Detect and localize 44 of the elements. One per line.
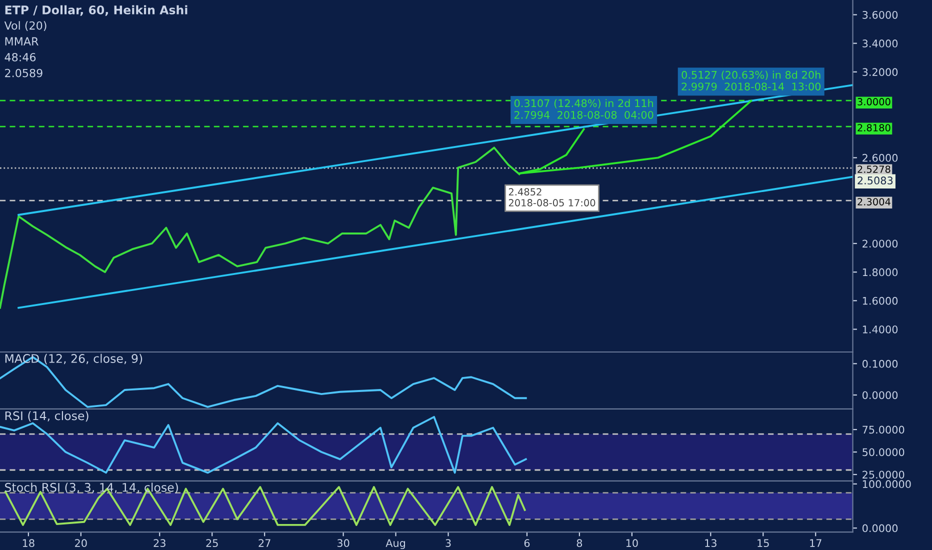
y-tick-label: 25.0000: [862, 470, 904, 479]
y-tick-label: 3.2000: [862, 68, 898, 76]
chart-title: Stoch RSI (3, 3, 14, 14, close): [5, 482, 178, 494]
chart-title: RSI (14, close): [5, 411, 88, 422]
y-tick-label: 0.0000: [862, 391, 898, 400]
annotation: MMAR: [5, 37, 38, 46]
chart-title: ETP / Dollar, 60, Heikin Ashi: [5, 5, 188, 16]
annotation: 48:46: [4, 52, 36, 62]
ref-line-label: 2.5278: [858, 166, 890, 173]
annotation: 2.0589: [5, 68, 42, 78]
y-tick-label: 1.6000: [862, 296, 898, 305]
annotation: 0.3107 (12.48%) in 2d 11h 2.7994 2018-08-08 04:00: [514, 99, 654, 119]
ref-line-label: 3.0000: [858, 98, 890, 106]
x-tick-label: 10: [626, 539, 638, 548]
y-tick-label: 0.0000: [862, 524, 898, 532]
y-tick-label: 1.8000: [862, 268, 898, 276]
x-tick-label: 18: [22, 539, 34, 548]
y-tick-label: 3.6000: [862, 10, 898, 19]
x-tick-label: 20: [75, 539, 87, 548]
ref-line-label: 2.8180: [858, 124, 890, 132]
annotation: Vol (20): [4, 21, 46, 32]
x-tick-label: 27: [258, 539, 270, 547]
y-tick-label: 0.1000: [862, 360, 898, 368]
annotation: 2.5083: [858, 176, 893, 184]
x-tick-label: 6: [524, 539, 530, 548]
y-tick-label: 100.0000: [862, 480, 911, 488]
x-tick-label: 13: [705, 539, 716, 548]
ref-line-label: 2.3004: [858, 198, 890, 206]
y-tick-label: 2.0000: [862, 240, 898, 248]
y-tick-label: 50.0000: [862, 448, 904, 456]
annotation: 2.4852 2018-08-05 17:00: [508, 188, 596, 206]
x-tick-label: 23: [154, 539, 166, 548]
x-tick-label: 15: [758, 539, 769, 548]
annotation: 0.5127 (20.63%) in 8d 20h 2.9979 2018-08-14 13:00: [682, 70, 821, 90]
x-tick-label: 30: [337, 539, 350, 548]
x-tick-label: 8: [576, 539, 582, 548]
y-tick-label: 1.4000: [862, 325, 898, 334]
x-tick-label: 3: [446, 539, 451, 548]
y-tick-label: 3.4000: [862, 40, 898, 48]
y-tick-label: 75.0000: [862, 426, 904, 434]
y-tick-label: 2.6000: [862, 154, 898, 162]
x-tick-label: 25: [206, 539, 218, 548]
x-tick-label: 17: [810, 539, 822, 547]
x-tick-label: Aug: [386, 539, 405, 550]
